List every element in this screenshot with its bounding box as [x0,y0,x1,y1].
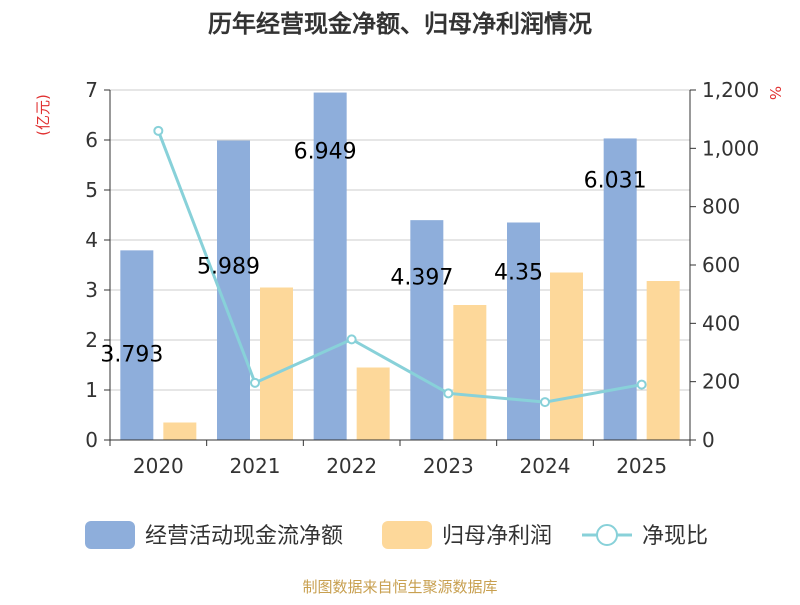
bar-net-profit-2023 [453,305,487,440]
left-tick-label: 6 [85,128,98,152]
left-tick-label: 1 [85,378,98,402]
point-cash-ratio-2021 [250,377,260,388]
x-tick-label: 2023 [423,454,474,478]
bar-operating-cash-flow-2022 [313,92,347,441]
bar-net-profit-2025 [646,281,680,440]
point-cash-ratio-2025 [636,379,647,390]
bar-net-profit-2020 [163,422,197,440]
axes-layer [104,89,696,446]
legend-marker-cash-ratio [596,524,618,546]
bar-operating-cash-flow-2021 [217,140,250,441]
left-tick-label: 2 [85,328,98,352]
bar-net-profit-2021 [260,287,293,440]
legend-label-cash-ratio: 净现比 [642,524,708,549]
line-layer [153,125,647,408]
source-note: 制图数据来自恒生聚源数据库 [302,578,497,596]
right-tick-label: 0 [702,428,715,452]
left-tick-label: 5 [85,178,98,202]
x-tick-label: 2021 [230,454,281,478]
bars-layer [120,92,680,441]
legend-label-operating-cash-flow: 经营活动现金流净额 [145,524,343,549]
right-tick-label: 1,200 [702,78,759,102]
chart-title: 历年经营现金净额、归母净利润情况 [208,10,592,38]
left-tick-label: 3 [85,278,98,302]
bar-net-profit-2024 [550,272,583,440]
right-tick-label: 200 [702,370,740,394]
point-cash-ratio-2024 [540,397,550,408]
right-tick-label: 1,000 [702,136,759,160]
grid-layer [110,89,690,441]
right-tick-label: 400 [702,311,740,335]
bar-operating-cash-flow-2020 [120,250,154,440]
data-label-2021: 5.989 [197,254,260,279]
legend-label-net-profit: 归母净利润 [442,524,552,549]
x-tick-label: 2025 [616,454,667,478]
point-cash-ratio-2023 [443,388,454,399]
bar-net-profit-2022 [356,367,390,440]
legend-swatch-net-profit [382,521,432,549]
left-tick-label: 0 [85,428,98,452]
data-label-2022: 6.949 [294,140,357,165]
x-tick-label: 2020 [133,454,184,478]
right-tick-label: 600 [702,253,740,277]
labels-layer: 0 1 2 3 4 5 6 7 0 200 400 600 800 1,000 1,200 2020 2021 2… [85,78,759,478]
point-cash-ratio-2022 [346,334,357,345]
right-tick-label: 800 [702,195,740,219]
data-label-2025: 6.031 [584,169,647,194]
point-cash-ratio-2020 [153,125,164,136]
left-tick-label: 4 [85,228,98,252]
data-label-2020: 3.793 [100,343,163,368]
data-label-2023: 4.397 [390,265,453,290]
left-tick-label: 7 [85,78,98,102]
left-axis-label: (亿元) [34,94,52,136]
x-tick-label: 2022 [326,454,377,478]
legend: 经营活动现金流净额 归母净利润 净现比 [85,521,708,549]
bar-operating-cash-flow-2023 [410,220,444,440]
line-cash-ratio [156,130,642,404]
bar-operating-cash-flow-2024 [507,222,540,440]
data-label-2024: 4.35 [494,261,543,286]
legend-swatch-operating-cash-flow [85,521,135,549]
right-axis-label: % [766,86,784,100]
x-tick-label: 2024 [520,454,571,478]
